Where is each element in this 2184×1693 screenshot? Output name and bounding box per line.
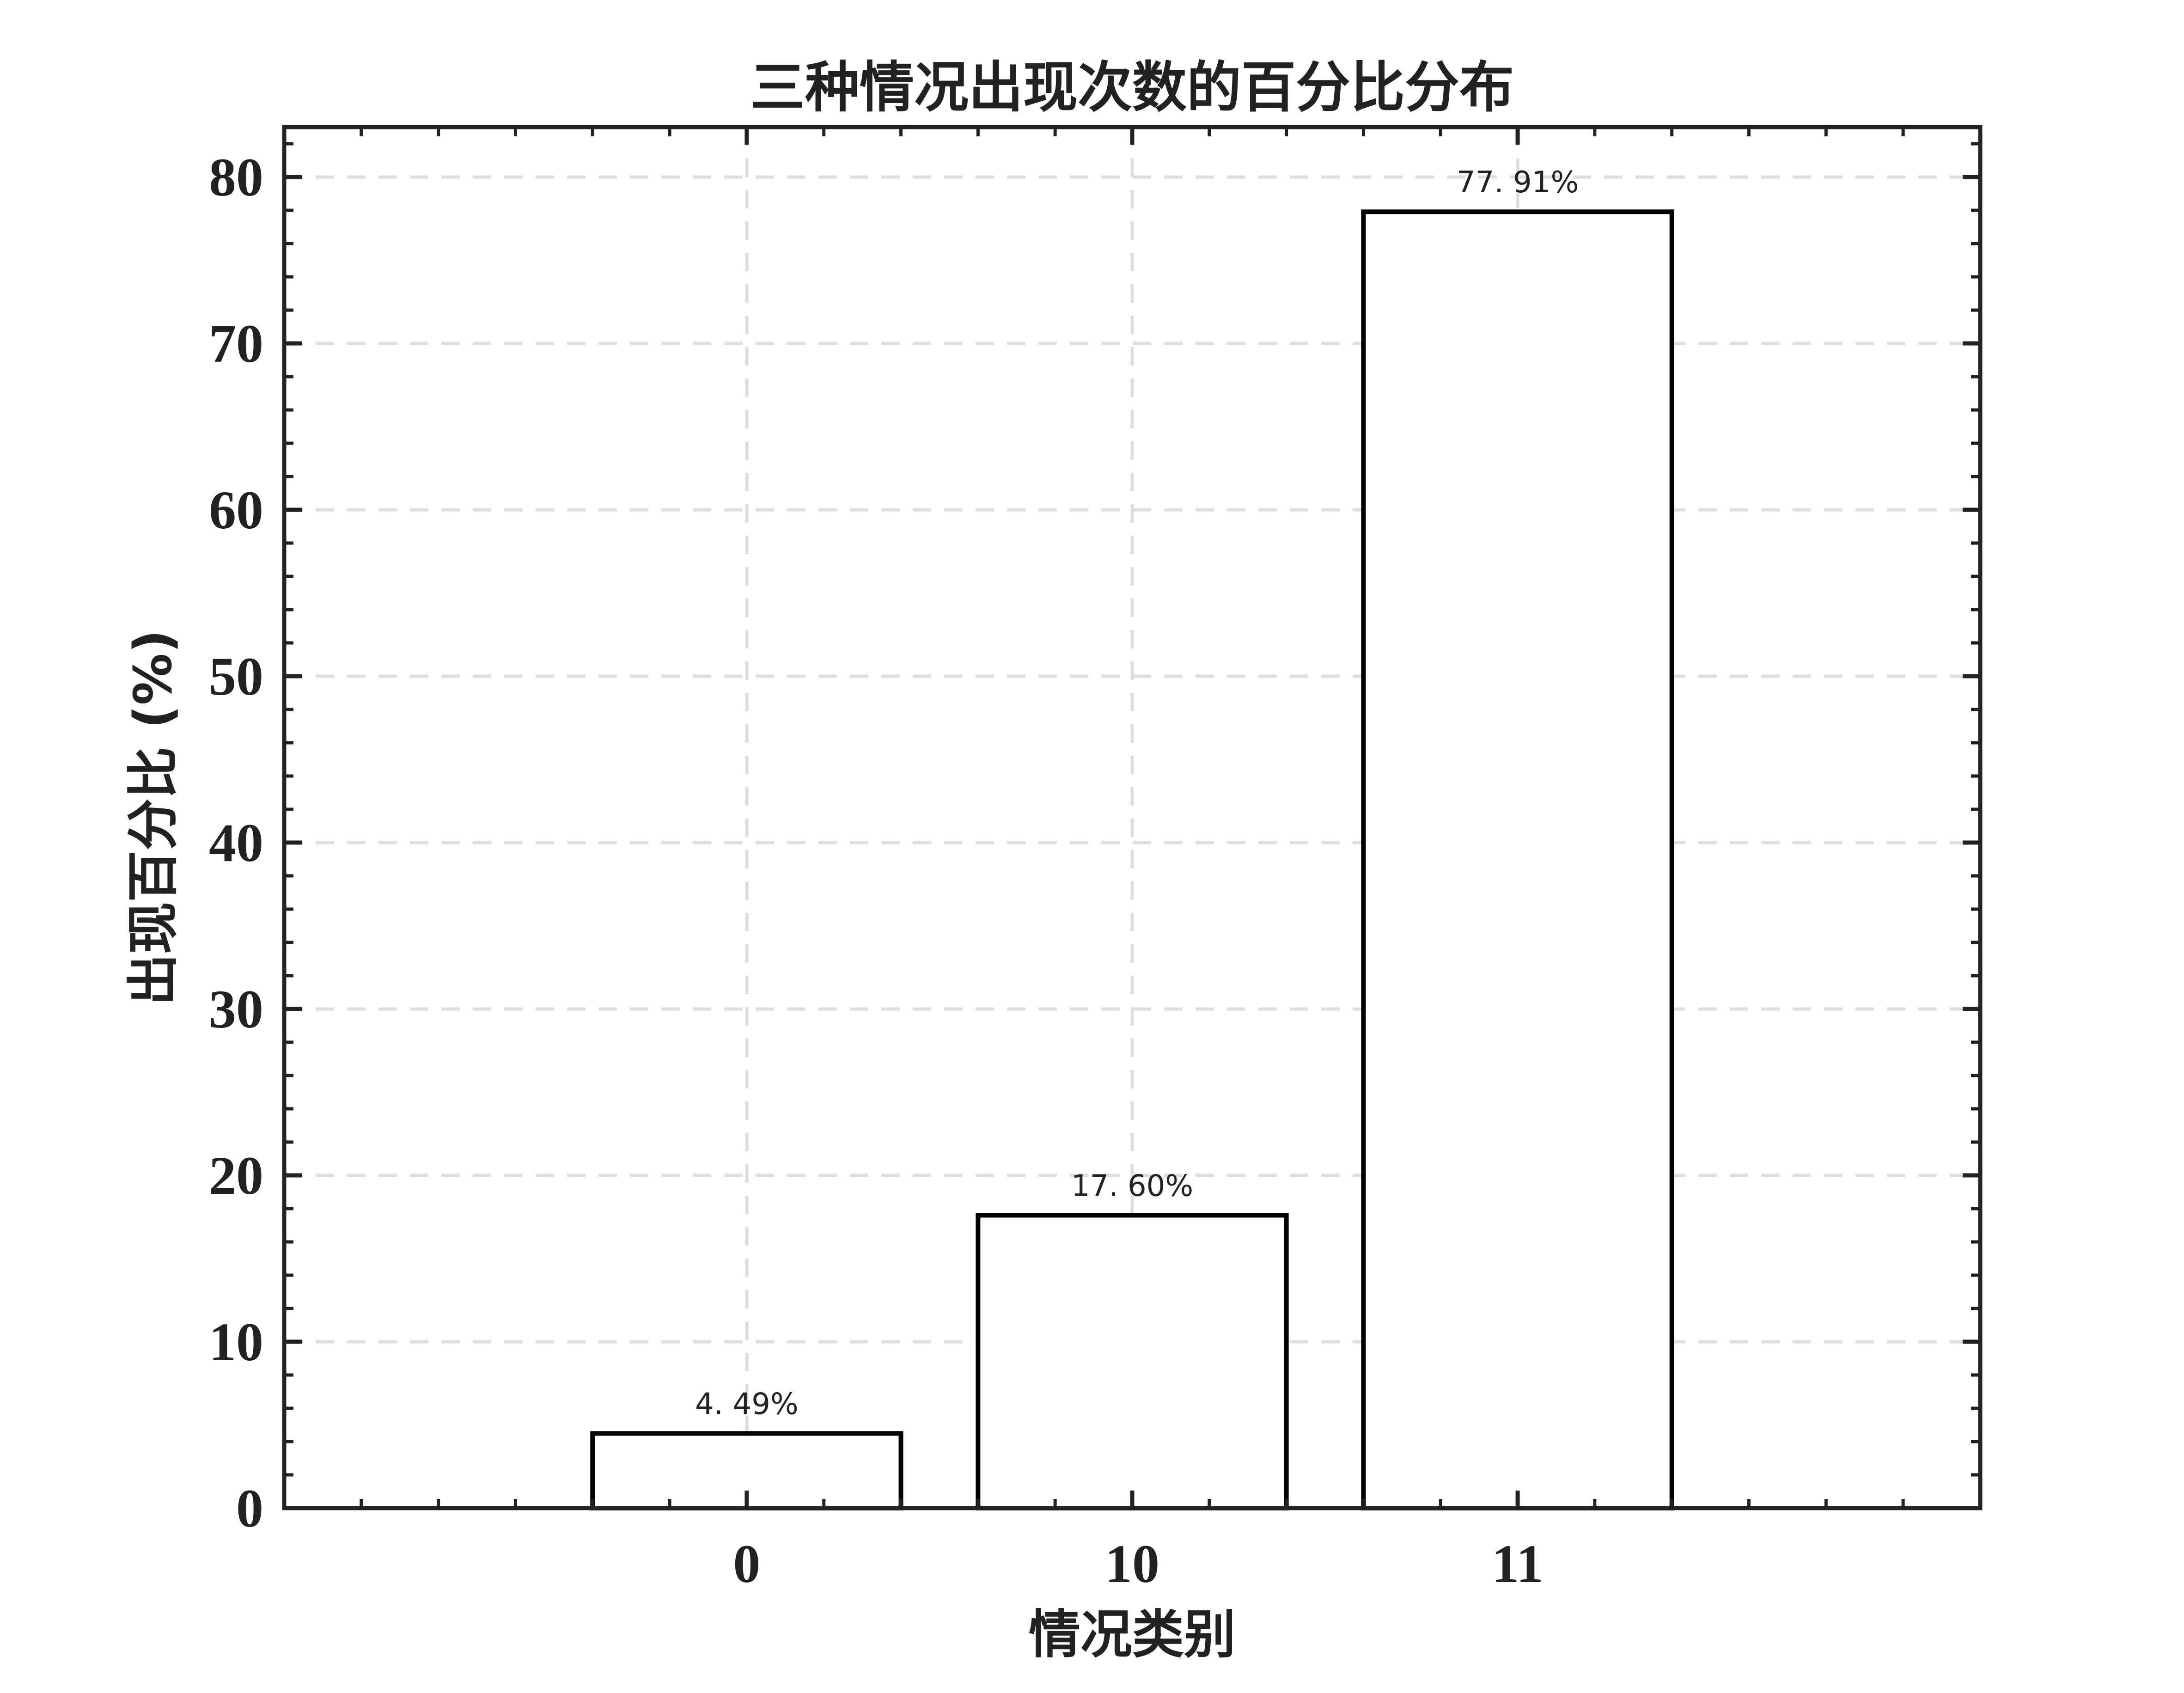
x-tick-label-0: 0 — [733, 1534, 760, 1594]
plot-frame — [282, 125, 1983, 1510]
x-tick-label-10: 10 — [1105, 1534, 1159, 1594]
x-axis-title: 情况类别 — [1029, 1605, 1236, 1665]
labels: 4. 49% 17. 60% 77. 91% 0 10 20 30 40 50 60 70 80 0 10… — [209, 147, 1579, 1594]
x-tick-label-11: 11 — [1492, 1534, 1543, 1594]
y-tick-label: 70 — [209, 313, 263, 374]
data-label-11: 77. 91% — [1457, 165, 1579, 200]
data-label-10: 17. 60% — [1071, 1169, 1193, 1203]
y-tick-label: 40 — [209, 813, 263, 873]
y-tick-label: 50 — [209, 646, 263, 707]
y-tick-label: 0 — [236, 1478, 263, 1539]
data-label-0: 4. 49% — [695, 1387, 799, 1421]
y-tick-label: 30 — [209, 979, 263, 1039]
chart-title: 三种情况出现次数的百分比分布 — [750, 55, 1514, 119]
y-tick-label: 20 — [209, 1145, 263, 1206]
y-tick-label: 10 — [209, 1312, 263, 1372]
y-tick-label: 60 — [209, 480, 263, 540]
y-tick-label: 80 — [209, 147, 263, 208]
bar-11 — [1361, 209, 1674, 1510]
bar-10 — [976, 1213, 1289, 1510]
y-axis-title: 出现百分比 (%) — [123, 630, 183, 1006]
